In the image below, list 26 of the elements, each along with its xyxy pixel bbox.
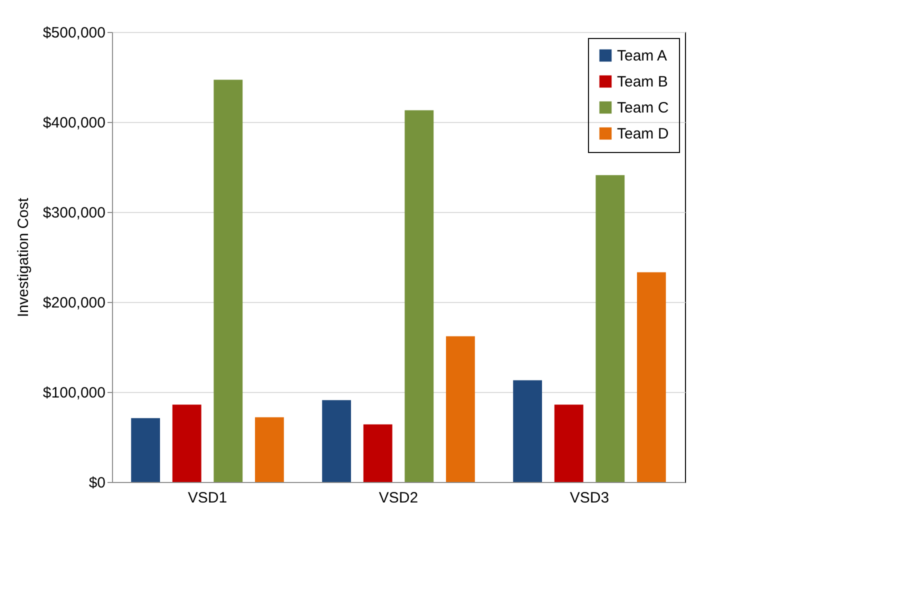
bar — [172, 404, 202, 482]
bar — [446, 336, 475, 482]
y-tick-label: $200,000 — [42, 294, 106, 312]
bar — [322, 400, 352, 482]
bar — [131, 418, 160, 482]
legend-label: Team C — [617, 100, 669, 116]
y-tick-label: $400,000 — [42, 114, 106, 132]
bar — [636, 272, 666, 482]
bar — [214, 80, 243, 482]
legend-label: Team A — [617, 48, 668, 64]
y-axis-title: Investigation Cost — [14, 197, 32, 318]
x-tick-label: VSD3 — [570, 490, 610, 506]
legend-label: Team D — [617, 126, 669, 142]
bar — [404, 110, 434, 482]
bar — [554, 404, 584, 482]
y-tick-label: $300,000 — [42, 204, 106, 222]
bar — [513, 380, 542, 482]
legend-label: Team B — [617, 74, 668, 90]
y-tick-label: $0 — [88, 474, 106, 492]
x-tick-label: VSD2 — [378, 490, 418, 506]
y-tick-label: $100,000 — [42, 384, 106, 402]
x-tick-label: VSD1 — [188, 490, 228, 506]
bar — [254, 417, 284, 482]
y-tick-label: $500,000 — [42, 24, 106, 42]
bar — [363, 424, 392, 482]
bar — [596, 175, 625, 482]
